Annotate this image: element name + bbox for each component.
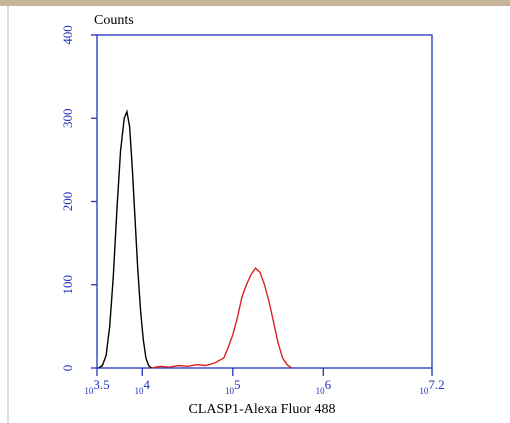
histogram-line	[151, 267, 293, 369]
x-tick-label: 107.2	[419, 377, 444, 396]
y-tick-label: 100	[60, 275, 75, 295]
y-tick-label: 200	[60, 192, 75, 212]
x-tick-label: 104	[135, 377, 151, 396]
x-tick-label: 103.5	[84, 377, 109, 396]
histogram-line	[98, 109, 152, 369]
x-axis-label: CLASP1-Alexa Fluor 488	[189, 402, 336, 417]
y-tick-label: 0	[60, 365, 75, 372]
x-tick-label: 106	[316, 377, 332, 396]
chart-title: Counts	[94, 13, 134, 28]
y-tick-label: 400	[60, 25, 75, 45]
cropped-strip	[0, 0, 510, 6]
x-tick-label: 105	[225, 377, 241, 396]
plot-frame	[96, 34, 433, 369]
y-tick-label: 300	[60, 109, 75, 129]
